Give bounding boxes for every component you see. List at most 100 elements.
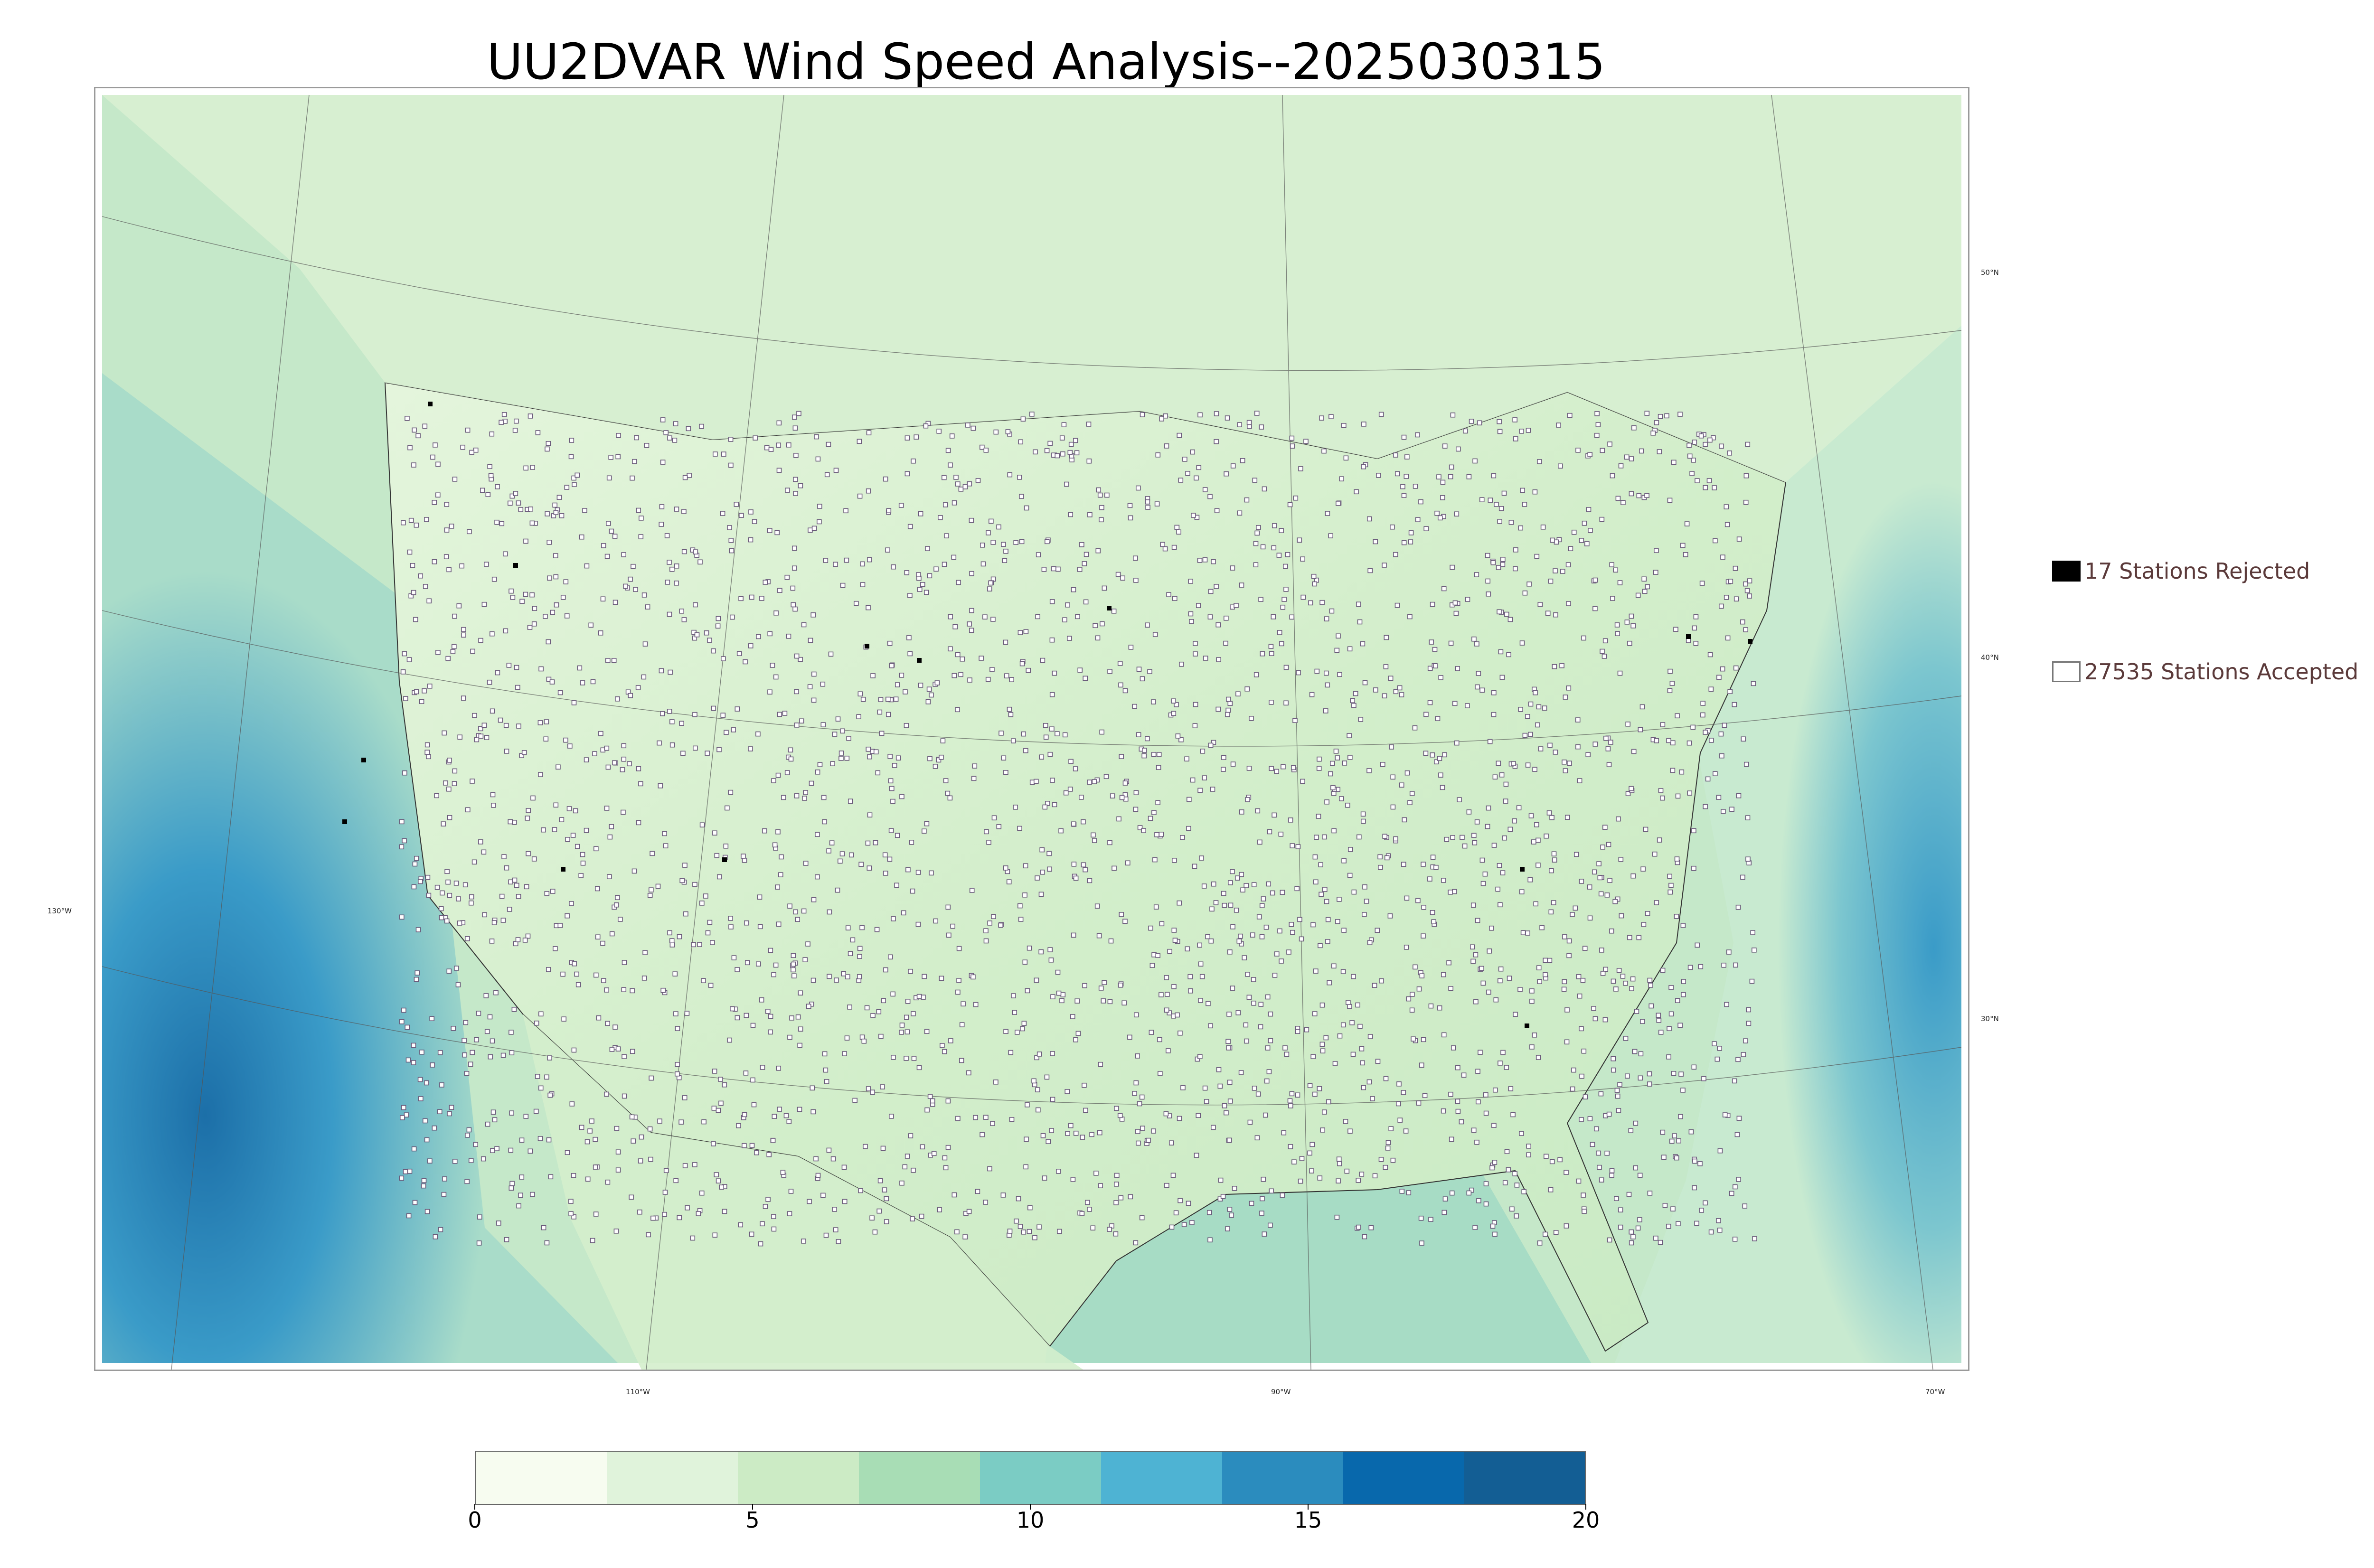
station-marker	[1712, 485, 1717, 490]
station-marker	[888, 778, 894, 784]
station-marker	[1309, 1168, 1314, 1174]
station-marker	[1500, 870, 1506, 875]
station-marker	[1568, 546, 1573, 552]
station-marker	[1733, 596, 1739, 601]
station-marker	[1734, 1132, 1740, 1137]
station-marker	[880, 1145, 886, 1151]
station-marker	[711, 648, 716, 654]
station-marker	[793, 909, 798, 915]
station-marker	[1251, 977, 1256, 982]
station-marker	[1630, 976, 1636, 982]
station-marker	[1668, 883, 1674, 888]
station-marker	[1271, 614, 1276, 620]
station-marker	[461, 632, 466, 638]
station-marker	[1007, 1232, 1012, 1238]
station-marker	[1347, 733, 1352, 738]
station-marker	[1630, 873, 1636, 879]
station-marker	[470, 648, 475, 654]
station-marker	[1291, 1159, 1297, 1164]
station-marker	[1703, 485, 1708, 490]
station-marker	[1750, 930, 1755, 935]
station-marker	[1384, 635, 1389, 640]
station-marker	[911, 1167, 916, 1173]
station-marker	[690, 1235, 696, 1241]
station-marker	[523, 592, 528, 597]
station-marker	[1316, 766, 1322, 771]
station-marker	[452, 781, 457, 786]
station-marker	[1018, 917, 1024, 922]
station-marker	[998, 922, 1003, 928]
station-marker	[1366, 768, 1372, 773]
station-marker	[1432, 647, 1438, 652]
station-marker	[1362, 884, 1367, 890]
station-marker	[1684, 521, 1690, 526]
station-marker	[1489, 1165, 1495, 1171]
station-marker	[564, 485, 570, 490]
station-marker	[1335, 919, 1340, 924]
station-marker	[427, 684, 433, 689]
station-marker	[814, 434, 819, 440]
station-marker	[911, 1056, 917, 1061]
station-marker	[1670, 768, 1676, 773]
rejected-station-marker	[1748, 639, 1752, 644]
station-marker	[934, 680, 940, 685]
station-marker	[421, 1183, 426, 1189]
station-marker	[1244, 1038, 1249, 1044]
station-marker	[792, 425, 798, 431]
station-marker	[1436, 474, 1441, 479]
station-marker	[1401, 540, 1407, 545]
station-marker	[442, 730, 447, 736]
station-marker	[1172, 938, 1178, 943]
station-marker	[1727, 689, 1733, 694]
station-marker	[909, 840, 914, 845]
station-marker	[1330, 785, 1336, 790]
station-marker	[1047, 751, 1053, 757]
station-marker	[552, 827, 557, 832]
station-marker	[569, 438, 575, 443]
station-marker	[501, 854, 507, 859]
station-marker	[722, 1082, 727, 1088]
station-marker	[605, 658, 611, 663]
station-marker	[788, 1189, 794, 1194]
station-marker	[1629, 986, 1634, 991]
station-marker	[728, 924, 734, 930]
station-marker	[463, 1020, 469, 1025]
lon-label-110w: 110°W	[626, 1388, 650, 1396]
station-marker	[993, 1080, 999, 1085]
station-marker	[877, 1178, 883, 1183]
station-marker	[1496, 761, 1501, 766]
station-marker	[1127, 503, 1133, 508]
station-marker	[874, 927, 880, 932]
station-marker	[1254, 1135, 1260, 1141]
station-marker	[1552, 857, 1557, 863]
station-marker	[1292, 718, 1298, 723]
station-marker	[1304, 1027, 1309, 1033]
station-marker	[526, 808, 531, 813]
station-marker	[1299, 1156, 1305, 1161]
station-marker	[1239, 809, 1244, 815]
station-marker	[608, 455, 613, 460]
station-marker	[1538, 746, 1544, 751]
station-marker	[1428, 1003, 1434, 1009]
station-marker	[1693, 614, 1699, 620]
station-marker	[823, 558, 829, 563]
station-marker	[846, 736, 851, 741]
station-marker	[1071, 587, 1076, 592]
station-marker	[757, 924, 763, 930]
station-marker	[1382, 693, 1387, 699]
station-marker	[478, 839, 483, 845]
station-marker	[903, 689, 908, 695]
station-marker	[612, 534, 618, 539]
station-marker	[832, 1207, 837, 1212]
station-marker	[1644, 411, 1650, 416]
station-marker	[857, 439, 862, 444]
station-marker	[1653, 570, 1658, 575]
station-marker	[1322, 887, 1328, 892]
station-marker	[1192, 723, 1198, 728]
station-marker	[1166, 1048, 1171, 1053]
station-marker	[559, 817, 565, 822]
station-marker	[1469, 419, 1474, 424]
station-marker	[939, 976, 944, 981]
station-marker	[835, 887, 840, 893]
station-marker	[1379, 978, 1384, 984]
